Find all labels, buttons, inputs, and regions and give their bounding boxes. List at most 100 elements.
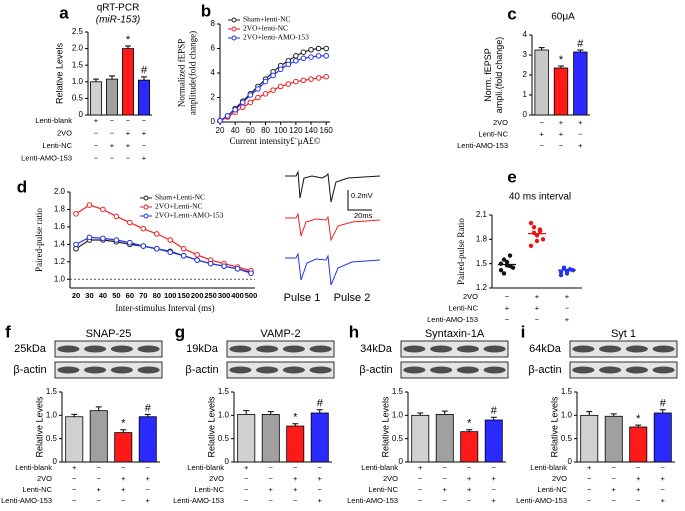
blot-protein: SNAP-25 [86, 328, 132, 340]
bar [286, 425, 305, 463]
legend-swatch [231, 17, 237, 23]
data-point [528, 243, 534, 249]
treatment-mark: + [535, 303, 540, 312]
error-bar [141, 76, 147, 81]
x-tick-label: 400 [231, 291, 244, 300]
treatment-mark: − [318, 485, 323, 494]
treatment-mark: − [318, 463, 323, 472]
error-bar [558, 65, 564, 68]
treatment-mark: + [94, 116, 99, 125]
treatment-name: Lenti-NC [537, 485, 567, 494]
data-point [232, 106, 238, 113]
blot-band [599, 345, 622, 353]
data-point [113, 237, 120, 243]
treatment-mark: + [318, 496, 323, 505]
bar [106, 78, 119, 116]
treatment-mark: − [244, 485, 249, 494]
treatment-name: Lenti-AMO-153 [457, 141, 508, 150]
blot-band [57, 345, 80, 353]
legend-label: 2VO+Lenti-AMO-153 [155, 211, 224, 220]
blot-frame [400, 340, 509, 358]
treatment-mark: − [269, 496, 274, 505]
treatment-mark: + [443, 485, 448, 494]
data-point [270, 72, 276, 79]
y-tick-label: 0 [225, 457, 230, 466]
blot-frame [226, 361, 335, 379]
treatment-mark: − [126, 153, 131, 162]
blot-band [483, 345, 506, 353]
data-point [277, 66, 284, 73]
y-axis-label: Relative Levels [206, 396, 216, 458]
treatment-mark: − [565, 303, 570, 312]
treatment-mark: − [612, 463, 617, 472]
y-tick-label: 1.4 [54, 239, 66, 248]
data-point [507, 253, 513, 258]
significance: # [141, 65, 148, 77]
treatment-mark: − [443, 463, 448, 472]
significance: # [317, 398, 324, 410]
y-tick-label: 1.0 [561, 410, 573, 419]
blot-frame [226, 340, 335, 358]
blot-band [110, 345, 133, 353]
blot-band [309, 366, 332, 374]
treatment-mark: + [661, 474, 666, 483]
treatment-name: Lenti-AMO-153 [516, 496, 567, 505]
bar [573, 51, 588, 116]
y-axis-label: Relative Levels [34, 396, 44, 458]
data-point [207, 260, 214, 267]
treatment-name: Lenti-AMO-153 [1, 496, 52, 505]
y-tick-label: 2 [523, 70, 528, 79]
bar [484, 419, 503, 463]
treatment-mark: − [612, 474, 617, 483]
data-point [153, 231, 160, 237]
y-tick-label: 1.5 [72, 60, 84, 69]
treatment-mark: − [587, 485, 592, 494]
data-point [498, 267, 504, 273]
data-point [113, 213, 120, 220]
data-point [221, 263, 227, 269]
significance: * [293, 412, 298, 424]
treatment-name: 2VO [57, 128, 72, 137]
treatment-mark: − [72, 485, 77, 494]
blot-protein: Syntaxin-1A [425, 328, 485, 340]
x-tick-label: 70 [139, 291, 147, 300]
data-point [255, 86, 261, 92]
treatment-mark: + [578, 118, 583, 127]
error-bar [610, 413, 617, 417]
bar [553, 67, 569, 116]
treatment-mark: − [636, 463, 641, 472]
error-bar [490, 416, 497, 420]
treatment-mark: + [146, 474, 151, 483]
x-tick-label: 80 [153, 291, 161, 300]
treatment-mark: − [293, 463, 298, 472]
data-point [180, 245, 187, 252]
y-tick-label: 1.5 [46, 387, 58, 396]
blot-size: 34kDa [360, 343, 393, 355]
treatment-mark: + [636, 485, 641, 494]
bar [89, 410, 108, 463]
treatment-name: Lenti-NC [368, 485, 398, 494]
data-point [300, 55, 307, 62]
treatment-mark: + [244, 463, 249, 472]
data-point [323, 73, 330, 80]
x-tick-label: 150 [177, 291, 190, 300]
y-tick-label: 0 [79, 110, 84, 119]
treatment-mark: − [559, 141, 564, 150]
treatment-name: 2VO [37, 474, 52, 483]
y-tick-label: 1.6 [54, 222, 66, 231]
legend-swatch [143, 204, 149, 210]
data-point [323, 45, 330, 52]
data-point [239, 104, 246, 111]
treatment-mark: − [418, 485, 423, 494]
x-tick-label: 300 [218, 291, 231, 300]
treatment-name: Lenti-blank [35, 116, 72, 125]
significance: # [145, 402, 152, 414]
treatment-mark: − [94, 128, 99, 137]
data-point [100, 235, 106, 242]
blot-size: 19kDa [186, 343, 219, 355]
y-tick-label: 1.0 [218, 410, 230, 419]
panel-letter: f [5, 322, 11, 341]
data-point [498, 261, 504, 266]
y-tick-label: 2.5 [72, 27, 84, 36]
data-point [531, 230, 537, 236]
